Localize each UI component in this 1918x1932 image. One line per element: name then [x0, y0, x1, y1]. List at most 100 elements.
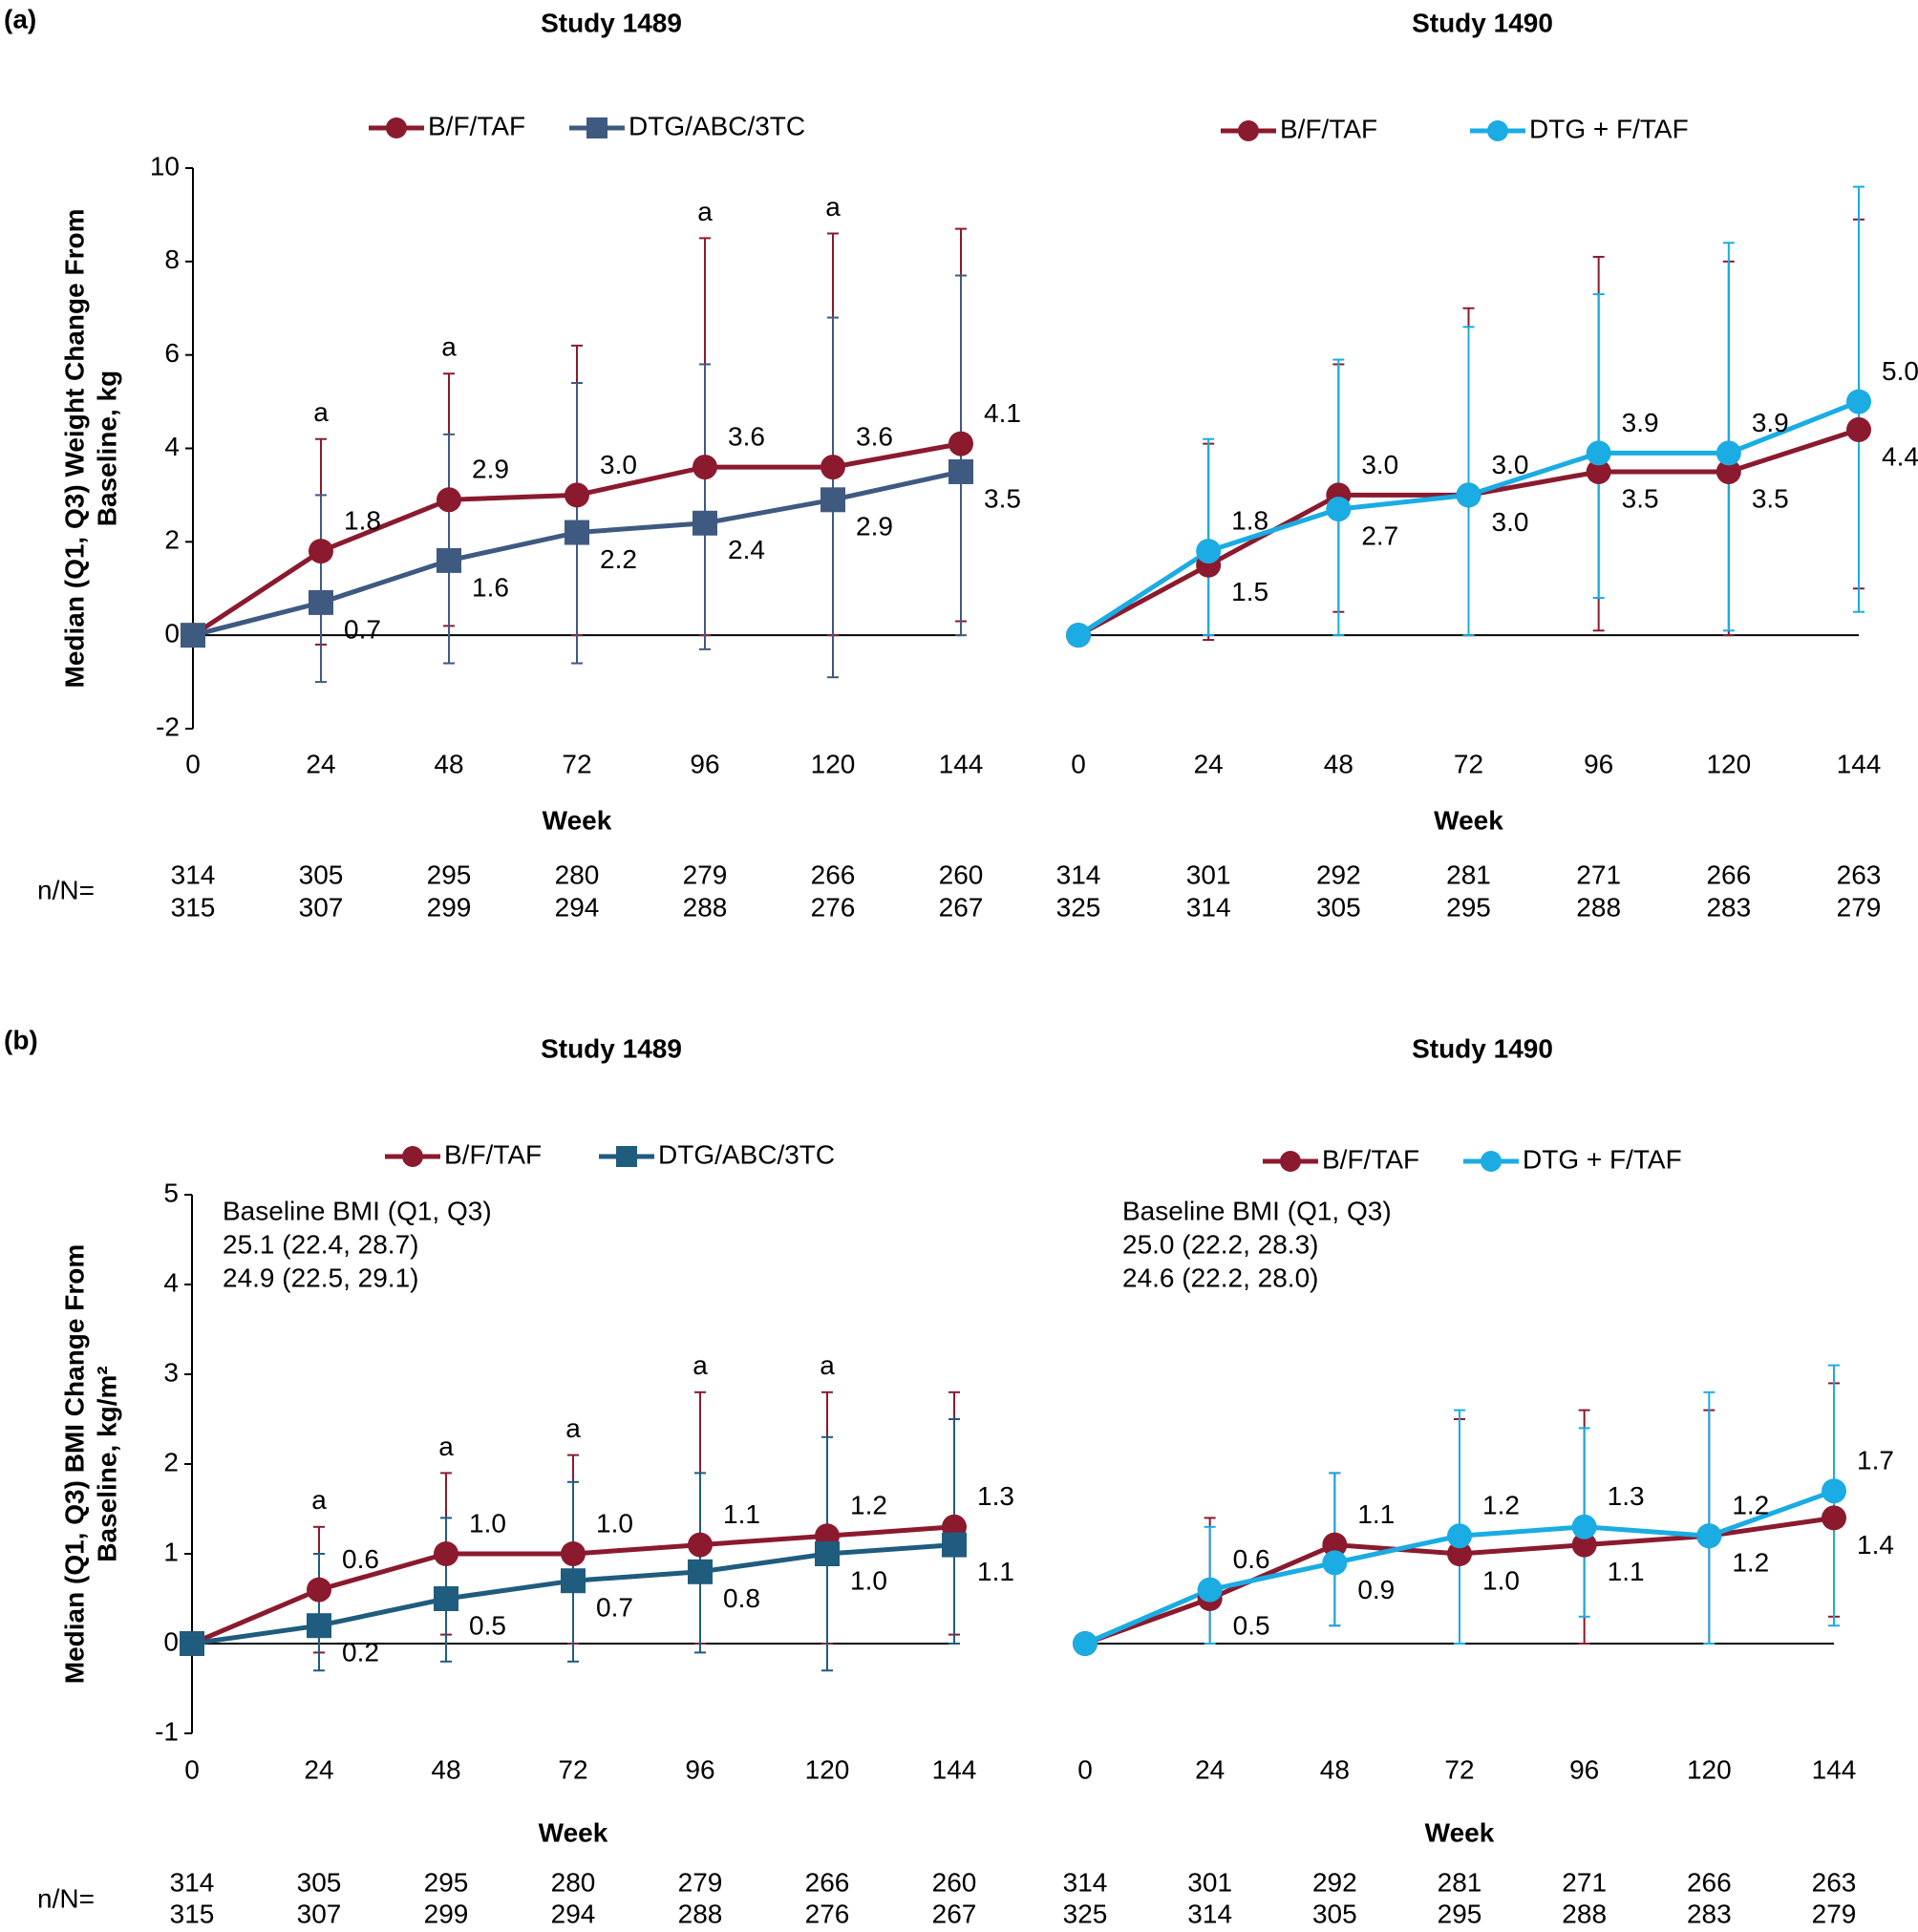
- data-point: [693, 510, 717, 536]
- value-label: 0.5: [469, 1610, 506, 1640]
- value-label: 3.9: [1752, 408, 1789, 437]
- x-tick-label: 0: [1077, 1754, 1093, 1784]
- n-count: 305: [297, 1867, 342, 1897]
- legend-label: DTG/ABC/3TC: [658, 1139, 835, 1169]
- value-label: 0.6: [342, 1544, 379, 1574]
- significance-marker: a: [820, 1350, 835, 1380]
- x-tick-label: 96: [1584, 749, 1613, 778]
- value-label: 1.8: [1231, 506, 1268, 536]
- baseline-value: 25.0 (22.2, 28.3): [1122, 1229, 1318, 1259]
- data-point: [1066, 623, 1091, 648]
- data-point: [565, 482, 589, 508]
- n-count: 260: [932, 1867, 977, 1897]
- data-point: [820, 487, 845, 513]
- x-tick-label: 96: [685, 1754, 714, 1784]
- n-count: 267: [939, 892, 984, 922]
- n-count: 314: [171, 860, 216, 889]
- value-label: 1.1: [977, 1557, 1014, 1586]
- data-point: [437, 487, 461, 513]
- data-point: [1456, 482, 1481, 508]
- data-point: [688, 1532, 713, 1558]
- legend-label: DTG/ABC/3TC: [629, 111, 805, 140]
- value-label: 1.0: [850, 1565, 887, 1595]
- data-point: [561, 1541, 586, 1566]
- data-point: [1822, 1478, 1846, 1504]
- value-label: 3.5: [984, 483, 1021, 513]
- y-tick-label: -1: [155, 1716, 179, 1746]
- data-point: [1073, 1631, 1098, 1656]
- data-point: [181, 623, 205, 648]
- value-label: 1.4: [1857, 1530, 1894, 1560]
- error-bar: [1722, 242, 1735, 632]
- y-tick-label: 5: [163, 1178, 179, 1207]
- data-point: [688, 1559, 713, 1584]
- n-count: 295: [427, 860, 472, 889]
- n-count: 305: [299, 860, 344, 889]
- data-point: [1447, 1523, 1472, 1549]
- n-count: 294: [555, 892, 600, 922]
- value-label: 1.1: [723, 1499, 760, 1529]
- value-label: 3.5: [1622, 483, 1659, 513]
- data-point: [948, 458, 973, 484]
- value-label: 1.2: [1732, 1548, 1769, 1578]
- data-point: [1716, 458, 1741, 484]
- chart-title: Study 1490: [1412, 1033, 1553, 1063]
- data-point: [1197, 1577, 1223, 1603]
- data-point: [1322, 1550, 1348, 1576]
- legend-marker: [402, 1146, 423, 1167]
- baseline-value: 24.6 (22.2, 28.0): [1122, 1263, 1318, 1292]
- x-tick-label: 120: [811, 749, 856, 778]
- data-point: [1586, 458, 1611, 484]
- y-tick-label: 2: [164, 525, 180, 555]
- legend-marker: [1487, 120, 1508, 141]
- x-tick-label: 24: [1195, 1754, 1225, 1784]
- data-point: [1822, 1505, 1846, 1531]
- value-label: 2.2: [600, 544, 637, 574]
- x-tick-label: 72: [1454, 749, 1483, 778]
- value-label: 5.0: [1882, 356, 1918, 386]
- x-tick-label: 48: [431, 1754, 460, 1784]
- n-count: 276: [805, 1899, 850, 1928]
- x-tick-label: 48: [434, 749, 463, 778]
- data-point: [1196, 539, 1222, 564]
- error-bar: [315, 494, 327, 684]
- value-label: 1.0: [596, 1508, 633, 1538]
- data-point: [820, 455, 845, 480]
- x-tick-label: 144: [932, 1754, 977, 1784]
- n-count: 279: [1837, 892, 1882, 922]
- value-label: 3.5: [1752, 483, 1789, 513]
- value-label: 1.0: [469, 1508, 506, 1538]
- data-point: [1696, 1523, 1722, 1549]
- significance-marker: a: [697, 197, 713, 226]
- legend-marker: [386, 117, 407, 138]
- data-point: [437, 547, 461, 573]
- y-tick-label: 6: [164, 338, 180, 368]
- baseline-title: Baseline BMI (Q1, Q3): [1122, 1196, 1392, 1225]
- data-point: [1322, 1532, 1348, 1558]
- n-count: 325: [1063, 1899, 1108, 1928]
- n-count: 294: [551, 1899, 596, 1928]
- n-count: 295: [424, 1867, 469, 1897]
- data-point: [1846, 416, 1871, 442]
- error-bar: [1462, 326, 1475, 637]
- y-tick-label: 0: [163, 1626, 179, 1656]
- value-label: 4.1: [984, 398, 1021, 428]
- y-axis-label: Baseline, kg: [92, 371, 121, 526]
- n-count: 271: [1576, 860, 1621, 889]
- n-count: 266: [811, 860, 856, 889]
- n-count: 279: [678, 1867, 723, 1897]
- value-label: 1.1: [1608, 1557, 1645, 1586]
- legend-marker: [616, 1146, 637, 1167]
- significance-marker: a: [565, 1413, 581, 1443]
- value-label: 1.3: [977, 1481, 1014, 1511]
- y-tick-label: 3: [163, 1357, 179, 1387]
- n-count: 283: [1706, 892, 1751, 922]
- y-tick-label: 4: [164, 432, 180, 461]
- x-tick-label: 48: [1320, 1754, 1350, 1784]
- chart-title: Study 1490: [1412, 8, 1553, 37]
- value-label: 1.2: [850, 1491, 887, 1520]
- value-label: 0.6: [1233, 1544, 1270, 1574]
- value-label: 4.4: [1882, 441, 1918, 471]
- chart-title: Study 1489: [541, 1033, 682, 1063]
- legend-label: B/F/TAF: [428, 111, 525, 140]
